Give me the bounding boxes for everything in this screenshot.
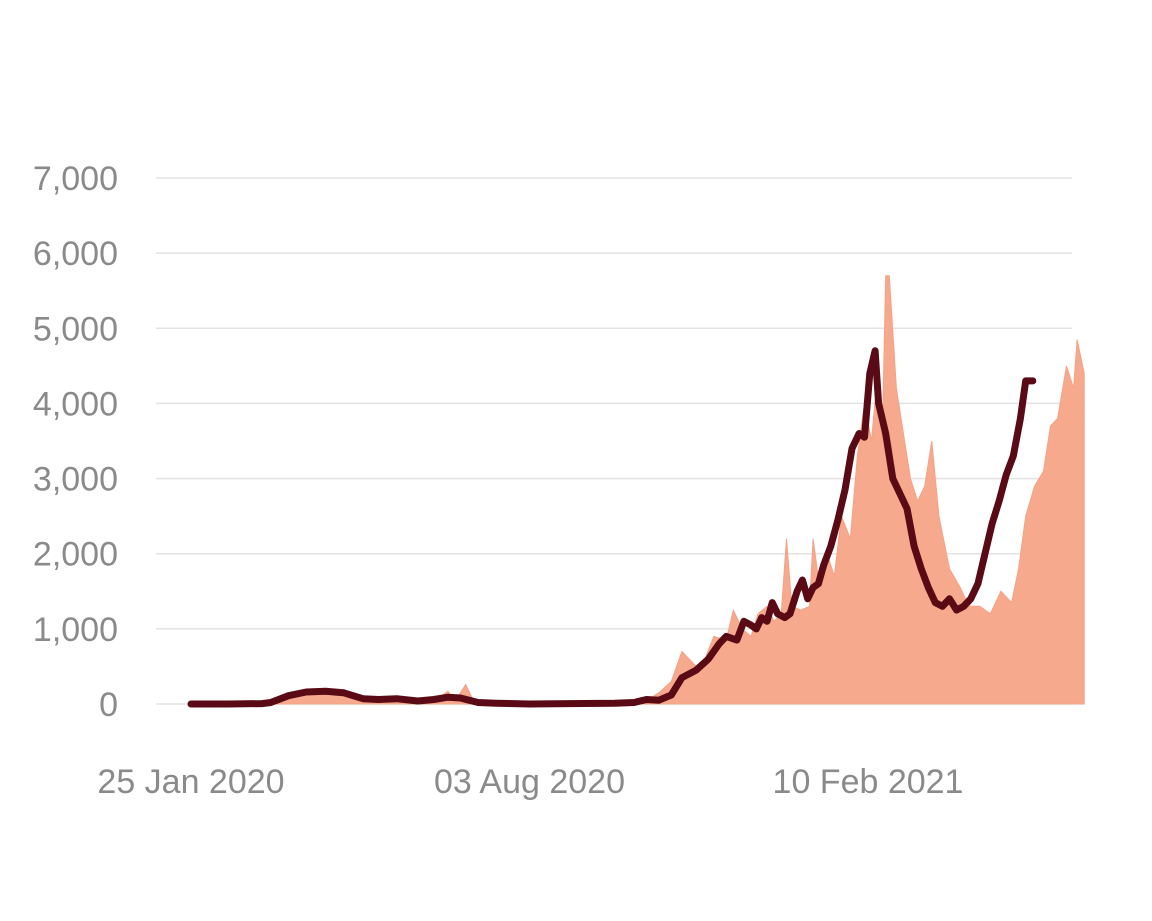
- x-tick-label: 03 Aug 2020: [434, 763, 625, 801]
- y-tick-label: 3,000: [33, 461, 118, 499]
- gridlines: [156, 177, 1072, 705]
- x-tick-label: 10 Feb 2021: [773, 763, 964, 801]
- y-tick-label: 0: [99, 686, 118, 724]
- x-tick-label: 25 Jan 2020: [97, 763, 284, 801]
- x-axis-tick-labels: 25 Jan 2020 03 Aug 2020 10 Feb 2021: [97, 763, 963, 801]
- y-tick-label: 4,000: [33, 385, 118, 423]
- y-tick-label: 2,000: [33, 536, 118, 574]
- y-tick-label: 7,000: [33, 160, 118, 198]
- daily-values-area: [191, 275, 1085, 705]
- y-tick-label: 5,000: [33, 310, 118, 348]
- y-tick-label: 6,000: [33, 235, 118, 273]
- moving-average-line: [187, 347, 1037, 708]
- y-tick-label: 1,000: [33, 611, 118, 649]
- y-axis-tick-labels: 0 1,000 2,000 3,000 4,000 5,000 6,000 7,000: [33, 160, 118, 724]
